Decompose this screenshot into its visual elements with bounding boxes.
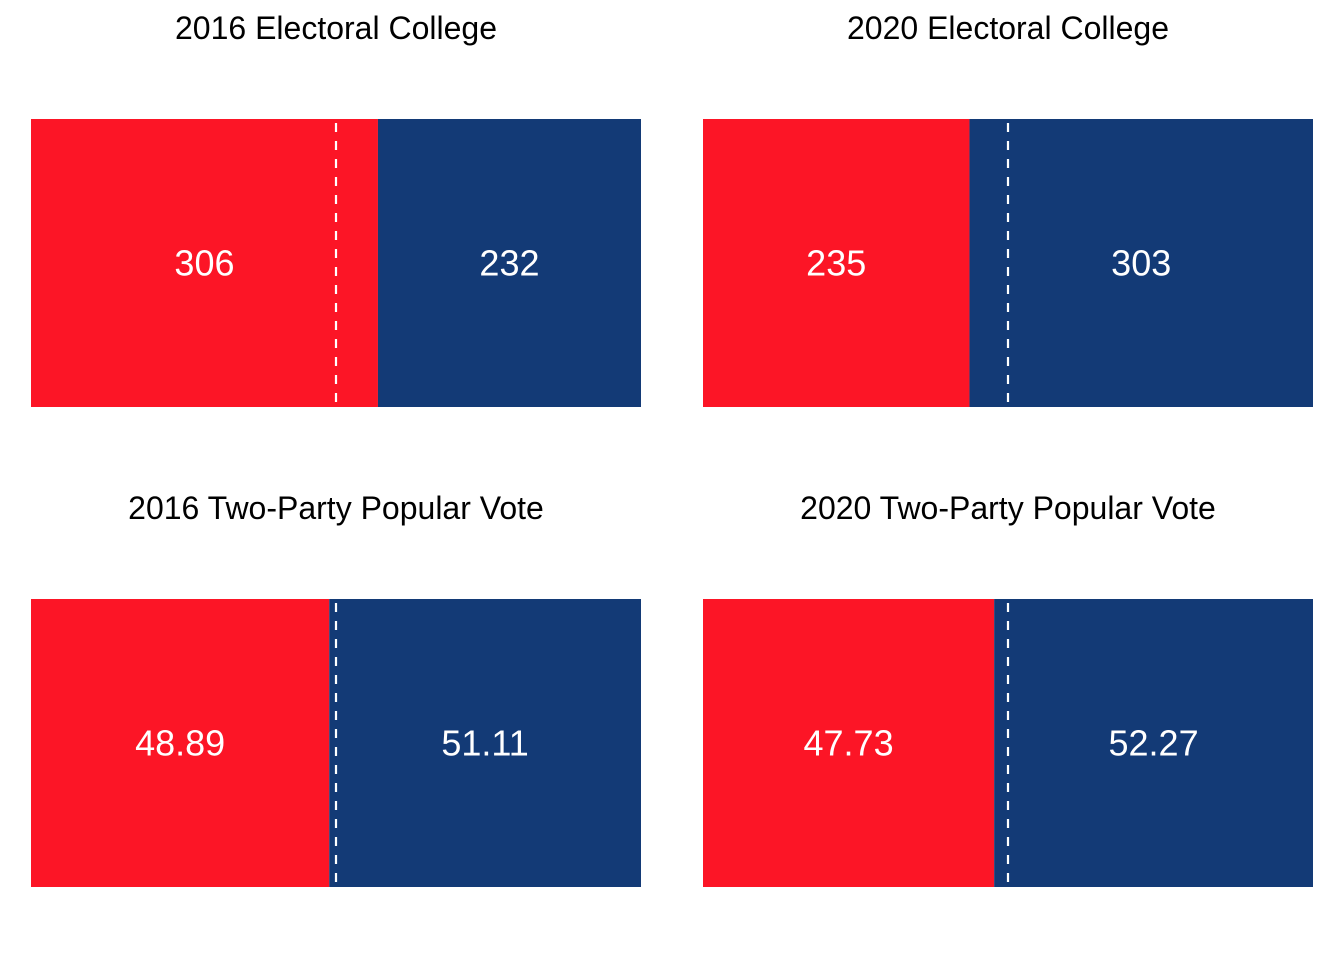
bar-segment-republican bbox=[703, 119, 970, 407]
bar-segment-republican bbox=[31, 119, 378, 407]
bar-value-label-democrat: 52.27 bbox=[1109, 723, 1199, 764]
bar-value-label-republican: 306 bbox=[174, 243, 234, 284]
stacked-bar-svg: 306 232 bbox=[31, 119, 641, 407]
chart-panel-2016-electoral: 2016 Electoral College 306 232 bbox=[31, 0, 641, 420]
bar-segment-democrat bbox=[329, 599, 641, 887]
stacked-bar-svg: 47.73 52.27 bbox=[703, 599, 1313, 887]
stacked-bar-svg: 235 303 bbox=[703, 119, 1313, 407]
bar-value-label-republican: 47.73 bbox=[804, 723, 894, 764]
bar-segment-republican bbox=[31, 599, 330, 887]
bar-value-label-republican: 48.89 bbox=[135, 723, 225, 764]
chart-panel-2020-popular: 2020 Two-Party Popular Vote 47.73 52.27 bbox=[703, 480, 1313, 900]
chart-title: 2020 Two-Party Popular Vote bbox=[800, 490, 1216, 526]
bar-value-label-democrat: 51.11 bbox=[441, 723, 528, 764]
chart-title: 2020 Electoral College bbox=[847, 10, 1169, 46]
bar-segment-democrat bbox=[377, 119, 641, 407]
bar-value-label-democrat: 232 bbox=[479, 243, 539, 284]
chart-panel-2016-popular: 2016 Two-Party Popular Vote 48.89 51.11 bbox=[31, 480, 641, 900]
chart-title: 2016 Electoral College bbox=[175, 10, 497, 46]
chart-title: 2016 Two-Party Popular Vote bbox=[128, 490, 544, 526]
bar-value-label-democrat: 303 bbox=[1111, 243, 1171, 284]
bar-value-label-republican: 235 bbox=[806, 243, 866, 284]
bar-segment-democrat bbox=[994, 599, 1313, 887]
stacked-bar-svg: 48.89 51.11 bbox=[31, 599, 641, 887]
chart-panel-2020-electoral: 2020 Electoral College 235 303 bbox=[703, 0, 1313, 420]
bar-segment-democrat bbox=[969, 119, 1313, 407]
bar-segment-republican bbox=[703, 599, 995, 887]
